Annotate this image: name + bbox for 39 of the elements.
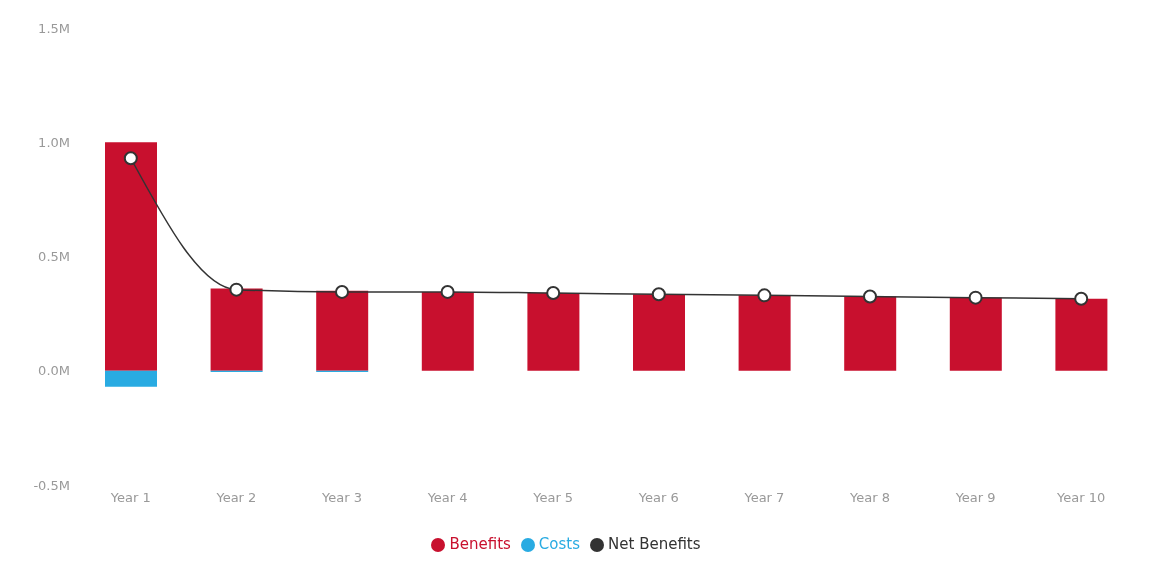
x-tick-label: Year 5 <box>532 490 574 506</box>
bar <box>421 291 474 371</box>
legend-label: Costs <box>538 535 581 553</box>
point <box>968 290 983 305</box>
bar <box>316 290 369 371</box>
y-tick-label: 0.5M <box>38 249 70 265</box>
legend-label: Benefits <box>449 535 511 553</box>
y-tick-label: -0.5M <box>33 477 70 493</box>
y-tick-label: 1.0M <box>38 134 70 150</box>
bar <box>738 295 791 371</box>
bar <box>527 293 580 371</box>
y-tick-label: 0.0M <box>38 363 70 379</box>
x-tick-label: Year 8 <box>849 490 890 506</box>
bar <box>105 142 157 371</box>
x-tick-label: Year 3 <box>321 490 362 506</box>
bar <box>949 297 1002 371</box>
point <box>123 151 138 166</box>
bar <box>210 288 263 371</box>
point <box>651 287 666 302</box>
point <box>757 288 772 303</box>
y-tick-label: 1.5M <box>38 20 70 36</box>
point <box>863 289 877 304</box>
point <box>335 284 349 299</box>
x-tick-label: Year 7 <box>743 490 785 506</box>
x-tick-label: Year 10 <box>1056 490 1106 506</box>
point <box>440 284 455 299</box>
x-tick-label: Year 4 <box>426 490 468 506</box>
x-tick-label: Year 9 <box>954 490 996 506</box>
point <box>229 282 244 297</box>
point <box>1074 291 1089 306</box>
x-tick-label: Year 1 <box>109 490 151 506</box>
legend-label: Net Benefits <box>608 535 701 553</box>
bar <box>844 296 897 371</box>
x-tick-label: Year 2 <box>215 490 257 506</box>
point <box>546 286 561 301</box>
bar <box>1055 298 1108 371</box>
bar <box>105 370 157 387</box>
bar <box>633 294 685 371</box>
x-tick-label: Year 6 <box>637 490 679 506</box>
